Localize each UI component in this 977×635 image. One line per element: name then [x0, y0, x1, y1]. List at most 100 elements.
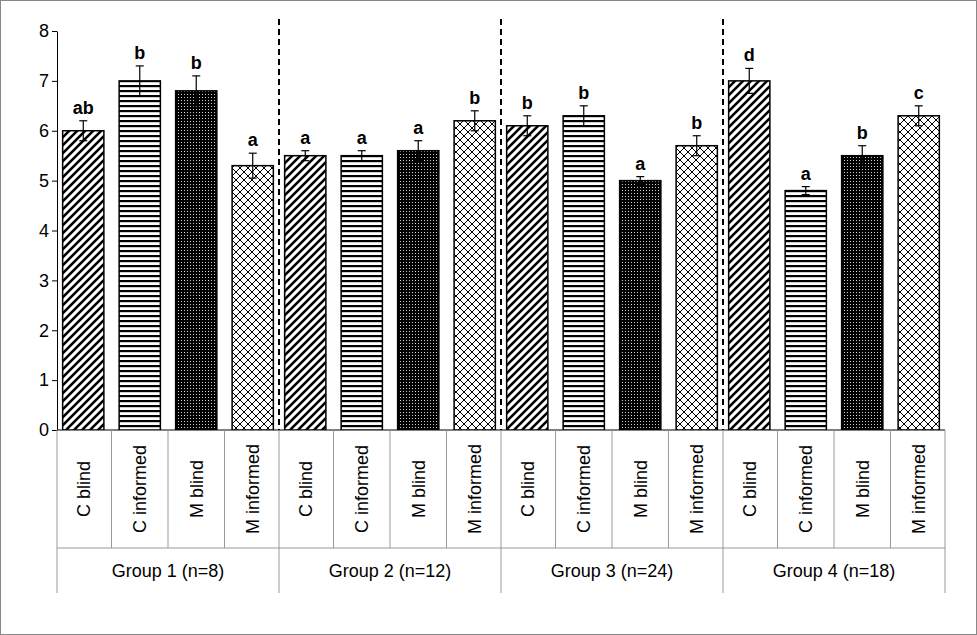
error-bar-cap [858, 145, 866, 146]
error-bar-stem [196, 76, 197, 106]
y-tick: 3 [39, 271, 57, 291]
error-bar [745, 68, 753, 93]
error-bar [136, 66, 144, 96]
error-bar [192, 76, 200, 106]
error-bar-stem [918, 106, 919, 126]
series-tick-label: M informed [243, 444, 263, 534]
y-tick: 7 [39, 71, 57, 91]
significance-letter: a [801, 164, 812, 184]
bar [620, 181, 661, 430]
error-bar-stem [527, 116, 528, 136]
error-bar-cap [358, 160, 366, 161]
error-bar-cap [693, 155, 701, 156]
group-divider [722, 19, 724, 430]
error-bar-stem [805, 187, 806, 195]
y-tick-mark [52, 81, 57, 82]
series-tick-label: M informed [909, 444, 929, 534]
y-tick-label: 6 [39, 121, 49, 141]
group-divider [278, 19, 280, 430]
series-tick: M blind [187, 430, 207, 518]
category-axis [57, 430, 945, 593]
series-tick: M blind [409, 430, 429, 518]
group-divider [500, 19, 502, 430]
group-separator [945, 430, 946, 593]
significance-letter: ab [73, 98, 94, 118]
series-tick: C informed [130, 430, 150, 533]
category-separator [390, 430, 391, 548]
bar [398, 151, 439, 430]
error-bar-cap [858, 165, 866, 166]
series-tick: C blind [740, 430, 760, 517]
group-separator [279, 430, 280, 593]
error-bar-cap [471, 130, 479, 131]
y-tick-mark [52, 181, 57, 182]
y-tick-mark [52, 31, 57, 32]
error-bar-cap [802, 194, 810, 195]
significance-letter: b [857, 123, 868, 143]
bar [119, 81, 160, 430]
error-bar-cap [414, 140, 422, 141]
series-tick-label: C blind [74, 461, 94, 517]
error-bar-cap [636, 176, 644, 177]
series-axis: C blind C informed M blind M informed [740, 430, 929, 534]
frame [1, 1, 977, 635]
category-separator [333, 430, 334, 548]
significance-letter: b [469, 88, 480, 108]
error-bar-cap [745, 93, 753, 94]
group-label: Group 3 (n=24) [551, 561, 674, 581]
error-bar-cap [249, 178, 257, 179]
y-tick: 8 [39, 21, 57, 41]
y-tick-label: 7 [39, 71, 49, 91]
series-tick-label: M blind [631, 460, 651, 518]
error-bar-stem [361, 151, 362, 161]
error-bar-cap [301, 160, 309, 161]
bar [454, 121, 495, 430]
series-tick: M informed [687, 430, 707, 534]
error-bar-cap [636, 184, 644, 185]
group-label: Group 4 (n=18) [773, 561, 896, 581]
y-tick-label: 3 [39, 271, 49, 291]
series-tick: M blind [853, 430, 873, 518]
category-separator [168, 430, 169, 548]
significance-letter: a [300, 128, 311, 148]
series-tick-label: M blind [853, 460, 873, 518]
y-tick: 4 [39, 221, 57, 241]
group-label: Group 2 (n=12) [329, 561, 452, 581]
series-tick-label: C informed [796, 445, 816, 533]
error-bar-cap [523, 135, 531, 136]
error-bar-cap [414, 160, 422, 161]
error-bar-cap [249, 153, 257, 154]
error-bar-cap [192, 75, 200, 76]
error-bar-stem [696, 136, 697, 156]
error-bar-cap [745, 68, 753, 69]
significance-letter: b [134, 43, 145, 63]
series-tick: C informed [352, 430, 372, 533]
y-tick-label: 8 [39, 21, 49, 41]
error-bar-stem [474, 111, 475, 131]
series-tick-label: C blind [296, 461, 316, 517]
y-tick-label: 0 [39, 420, 49, 440]
error-bar [636, 177, 644, 185]
bar [63, 131, 104, 430]
y-axis: 012345678 [39, 21, 58, 440]
error-bar-stem [83, 121, 84, 141]
series-tick: M blind [631, 430, 651, 518]
significance-letter: b [191, 53, 202, 73]
series-axis: C blindC informedM blindM informed [296, 430, 485, 534]
series-tick-label: M informed [687, 444, 707, 534]
series-tick-label: C blind [518, 461, 538, 517]
bar [285, 156, 326, 430]
error-bar-cap [915, 125, 923, 126]
series-tick: C informed [796, 430, 816, 533]
group-label: Group 1 (n=8) [112, 561, 225, 581]
category-separator [555, 430, 556, 548]
chart: 012345678C blindC informedM blindM infor… [0, 0, 977, 635]
category-separator [224, 430, 225, 548]
significance-letter: a [413, 118, 424, 138]
error-bar-cap [358, 150, 366, 151]
error-bar [693, 136, 701, 156]
series-tick-label: M blind [409, 460, 429, 518]
significance-letter: c [914, 83, 924, 103]
series-tick: M informed [909, 430, 929, 534]
significance-letter: a [357, 128, 368, 148]
